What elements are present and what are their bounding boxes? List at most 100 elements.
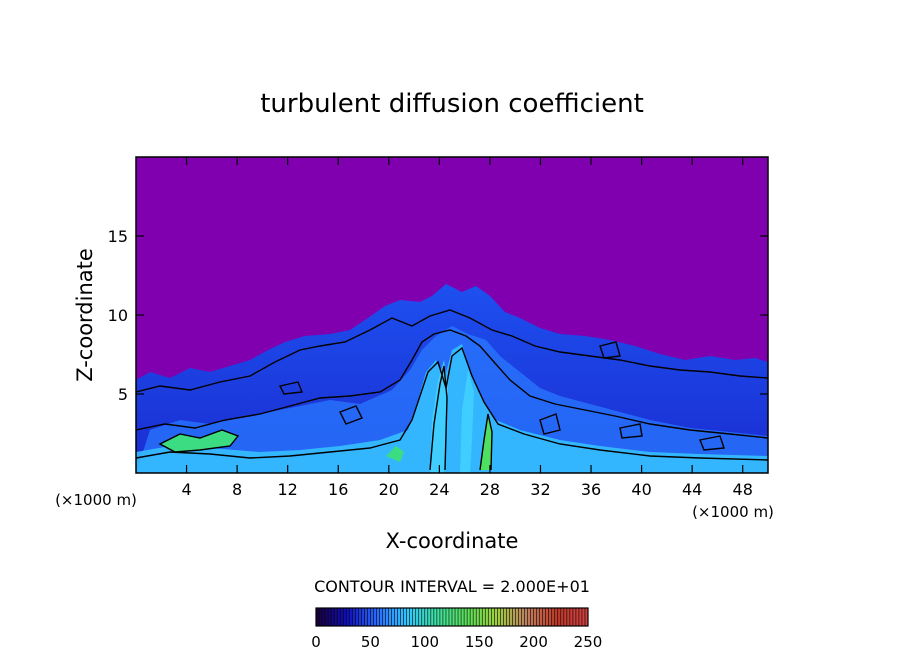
field-peak-left	[160, 430, 238, 452]
colorbar-cell	[575, 608, 580, 626]
x-tick-label: 44	[682, 480, 702, 499]
x-tick-label: 24	[429, 480, 449, 499]
colorbar-cell	[334, 608, 338, 626]
field-peak-center	[480, 414, 492, 470]
colorbar-cell	[554, 608, 559, 626]
contour-loop-3	[599, 341, 621, 359]
colorbar-cell	[322, 608, 326, 626]
colorbar-cell	[427, 608, 432, 626]
colorbar-cell	[337, 608, 341, 626]
x-tick-label: 12	[278, 480, 298, 499]
contour-loop-5	[539, 413, 561, 435]
colorbar-frame	[315, 607, 589, 627]
x-tick-label: 32	[530, 480, 550, 499]
colorbar-cell	[358, 608, 362, 626]
x-tick-label: 20	[379, 480, 399, 499]
colorbar-cell	[370, 608, 374, 626]
colorbar-cell	[340, 608, 344, 626]
colorbar-cell	[394, 608, 398, 626]
contour-loop-6	[158, 429, 240, 453]
colorbar-cell	[566, 608, 571, 626]
field-region-high	[136, 344, 768, 473]
colorbar-cell	[464, 608, 468, 626]
contour-line-4	[429, 365, 448, 471]
colorbar-cell	[518, 608, 522, 626]
field-region-column-right	[460, 370, 474, 473]
colorbar-cell	[367, 608, 371, 626]
field-peak-mid	[386, 446, 404, 462]
colorbar-cell	[506, 608, 510, 626]
colorbar-cell	[485, 608, 489, 626]
colorbar-cell	[581, 608, 586, 626]
colorbar-cell	[557, 608, 562, 626]
colorbar-cell	[439, 608, 444, 626]
colorbar-cell	[521, 608, 525, 626]
y-tick-label: 5	[118, 385, 128, 404]
contour-line-2	[136, 329, 768, 439]
colorbar-cell	[430, 608, 435, 626]
colorbar-cell	[548, 608, 553, 626]
colorbar-cell	[539, 608, 543, 626]
colorbar-cell	[488, 608, 492, 626]
colorbar-cell	[476, 608, 480, 626]
contour-loop-1	[278, 381, 303, 395]
colorbar-cell	[494, 608, 498, 626]
colorbar-tick-label: 150	[465, 633, 494, 651]
x-unit-right: (×1000 m)	[692, 503, 774, 521]
colorbar-cell	[524, 608, 528, 626]
colorbar-cell	[346, 608, 350, 626]
x-tick-label: 28	[480, 480, 500, 499]
y-axis: 5 10 15	[108, 227, 768, 404]
colorbar-cell	[418, 608, 423, 626]
colorbar-cell	[376, 608, 380, 626]
x-tick-label: 16	[328, 480, 348, 499]
colorbar-cell	[569, 608, 574, 626]
colorbar-cell	[503, 608, 507, 626]
contour-line-5	[479, 413, 493, 471]
contour-interval-label: CONTOUR INTERVAL = 2.000E+01	[314, 577, 590, 596]
y-axis-label: Z-coordinate	[73, 248, 97, 382]
colorbar-cell	[530, 608, 534, 626]
colorbar-cell	[584, 608, 589, 626]
x-tick-label: 48	[733, 480, 753, 499]
colorbar-cell	[455, 608, 459, 626]
colorbar-cell	[388, 608, 392, 626]
colorbar-tick-label: 0	[311, 633, 321, 651]
colorbar-cell	[461, 608, 465, 626]
colorbar-cell	[433, 608, 438, 626]
x-axis-label: X-coordinate	[386, 529, 519, 553]
plot-area	[136, 157, 768, 473]
colorbar-cell	[379, 608, 383, 626]
y-tick-label: 10	[108, 306, 128, 325]
field-region-column-left	[430, 360, 448, 473]
colorbar-cell	[452, 608, 456, 626]
chart-title: turbulent diffusion coefficient	[260, 89, 644, 119]
colorbar-cell	[515, 608, 519, 626]
colorbar-tick-label: 50	[361, 633, 380, 651]
colorbar-tick-label: 200	[519, 633, 548, 651]
colorbar-cell	[325, 608, 329, 626]
colorbar-cell	[512, 608, 516, 626]
colorbar-cell	[391, 608, 395, 626]
colorbar-cell	[364, 608, 368, 626]
colorbar-cell	[551, 608, 556, 626]
colorbar-tick-label: 250	[574, 633, 603, 651]
colorbar-cell	[415, 608, 420, 626]
x-axis: 4 8 12 16 20 24 28 32 36 40 44 48	[181, 157, 753, 499]
colorbar-cell	[578, 608, 583, 626]
y-tick-label: 15	[108, 227, 128, 246]
contour-loop-7	[699, 435, 725, 451]
colorbar-cell	[470, 608, 474, 626]
colorbar-cell	[343, 608, 347, 626]
colorbar-cell	[373, 608, 377, 626]
colorbar-cell	[385, 608, 389, 626]
colorbar-cell	[382, 608, 386, 626]
colorbar-cell	[473, 608, 477, 626]
colorbar-cell	[445, 608, 450, 626]
colorbar-cell	[421, 608, 426, 626]
colorbar-cell	[436, 608, 441, 626]
colorbar-cell	[560, 608, 565, 626]
colorbar-cell	[412, 608, 417, 626]
colorbar-cell	[424, 608, 429, 626]
